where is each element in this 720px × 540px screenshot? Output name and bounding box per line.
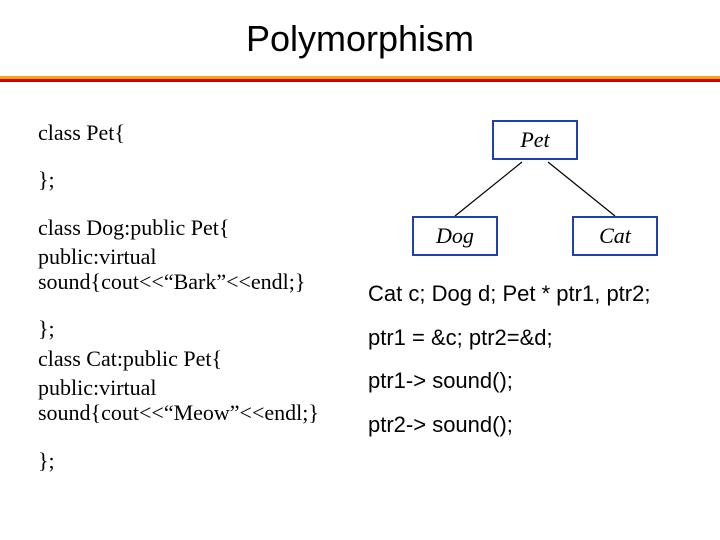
code-fragment: public:virtual <box>38 375 157 400</box>
rule-bottom <box>0 79 720 82</box>
left-code-column: class Pet{ }; class Dog:public Pet{ publ… <box>38 120 368 495</box>
right-code-block: Cat c; Dog d; Pet * ptr1, ptr2; ptr1 = &… <box>368 280 682 438</box>
code-fragment: public:virtual <box>38 244 157 269</box>
node-pet: Pet <box>492 120 578 160</box>
code-line: }; <box>38 448 368 473</box>
slide-title: Polymorphism <box>0 18 720 60</box>
slide: Polymorphism class Pet{ }; class Dog:pub… <box>0 0 720 540</box>
code-line: public:virtual sound{cout<<“Meow”<<endl;… <box>38 375 368 426</box>
node-dog: Dog <box>412 216 498 256</box>
code-line: ptr1-> sound(); <box>368 367 682 395</box>
title-rule <box>0 76 720 82</box>
code-fragment: sound{cout<<“Bark”<<endl;} <box>38 269 305 294</box>
code-line: class Dog:public Pet{ <box>38 215 368 240</box>
content-area: class Pet{ }; class Dog:public Pet{ publ… <box>38 120 682 495</box>
code-line: }; <box>38 316 368 341</box>
code-line: public:virtual sound{cout<<“Bark”<<endl;… <box>38 244 368 295</box>
code-line: Cat c; Dog d; Pet * ptr1, ptr2; <box>368 280 682 308</box>
right-column: Pet Dog Cat Cat c; Dog d; Pet * ptr1, ptr2… <box>368 120 682 495</box>
node-cat: Cat <box>572 216 658 256</box>
code-line: class Pet{ <box>38 120 368 145</box>
class-hierarchy-diagram: Pet Dog Cat <box>382 120 682 270</box>
code-line: ptr2-> sound(); <box>368 411 682 439</box>
code-line: ptr1 = &c; ptr2=&d; <box>368 324 682 352</box>
edge-pet-cat <box>548 162 615 216</box>
edge-pet-dog <box>455 162 522 216</box>
code-fragment: sound{cout<<“Meow”<<endl;} <box>38 400 319 425</box>
code-line: class Cat:public Pet{ <box>38 346 368 371</box>
code-line: }; <box>38 167 368 192</box>
